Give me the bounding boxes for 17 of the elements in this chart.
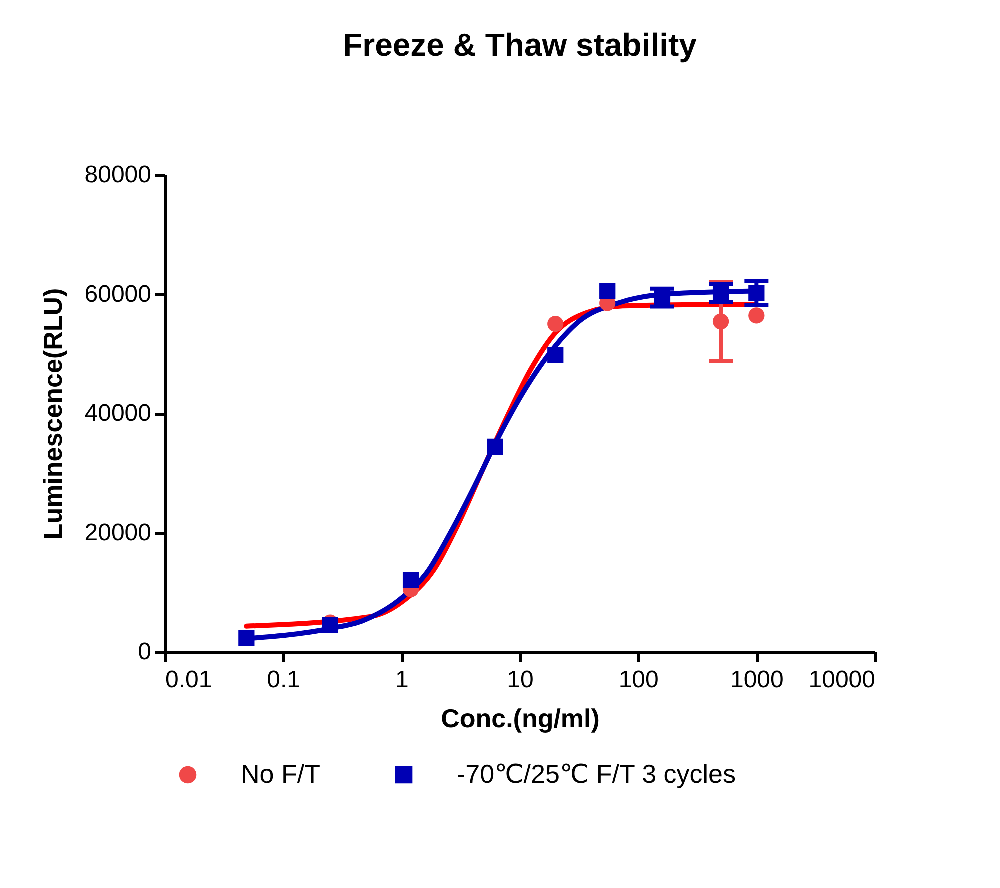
x-tick-label: 1000 <box>730 666 784 694</box>
y-tick-label: 80000 <box>84 162 152 188</box>
y-tick-label: 20000 <box>84 519 152 546</box>
x-tick-label: 0.1 <box>267 666 301 694</box>
x-tick-label: 10 <box>507 666 534 694</box>
y-axis-title: Luminescence(RLU) <box>38 288 68 540</box>
x-axis-title: Conc.(ng/ml) <box>441 704 600 734</box>
chart-title: Freeze & Thaw stability <box>343 27 698 63</box>
y-tick-label: 60000 <box>84 280 152 308</box>
legend-label: No F/T <box>241 759 321 789</box>
y-tick-label: 40000 <box>84 400 152 427</box>
x-tick-label: 1 <box>395 666 409 694</box>
x-tick-label: 0.01 <box>166 666 212 694</box>
x-tick-label: 100 <box>618 666 659 694</box>
y-tick-label: 0 <box>138 638 152 666</box>
x-tick-label: 10000 <box>808 666 876 694</box>
legend-label: -70℃/25℃ F/T 3 cycles <box>457 759 736 789</box>
